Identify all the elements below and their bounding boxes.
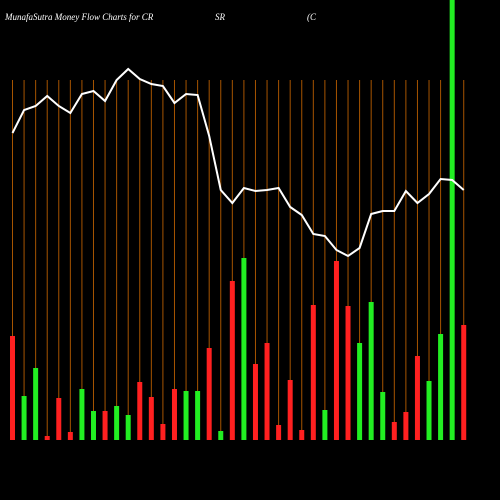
bar	[229, 281, 235, 440]
bar	[33, 368, 39, 440]
bar	[79, 389, 85, 440]
bar	[426, 381, 432, 440]
bar	[148, 397, 154, 440]
bar	[299, 430, 305, 440]
bar	[403, 412, 409, 440]
money-flow-line	[11, 67, 465, 258]
bar	[125, 415, 131, 440]
bar	[449, 0, 455, 440]
bar	[310, 305, 316, 440]
chart-title-part: SR	[215, 12, 226, 22]
bar	[160, 424, 166, 440]
bar	[252, 364, 258, 440]
chart-title-part: (C	[307, 12, 317, 22]
bar	[171, 389, 177, 440]
bar	[264, 343, 270, 440]
bar	[368, 302, 374, 440]
bar	[102, 411, 108, 440]
bar	[183, 391, 189, 440]
bar	[44, 436, 50, 440]
bar	[218, 431, 224, 440]
bar	[333, 261, 339, 440]
bar	[56, 398, 62, 440]
bar	[380, 392, 386, 440]
bar	[438, 334, 444, 440]
bar	[357, 343, 363, 440]
bar	[137, 382, 143, 440]
bar	[391, 422, 397, 440]
bar	[90, 411, 96, 440]
chart-title: MunafaSutra Money Flow Charts for CR	[4, 12, 154, 22]
bar	[21, 396, 27, 440]
bar	[276, 425, 282, 440]
bar	[461, 325, 467, 440]
bar	[287, 380, 293, 440]
bar	[195, 391, 201, 440]
bar	[114, 406, 120, 440]
bar	[414, 356, 420, 440]
bar	[345, 306, 351, 440]
bar	[322, 410, 328, 440]
bar	[67, 432, 73, 440]
bar	[10, 336, 15, 440]
bar	[206, 348, 212, 440]
bar	[241, 258, 247, 440]
